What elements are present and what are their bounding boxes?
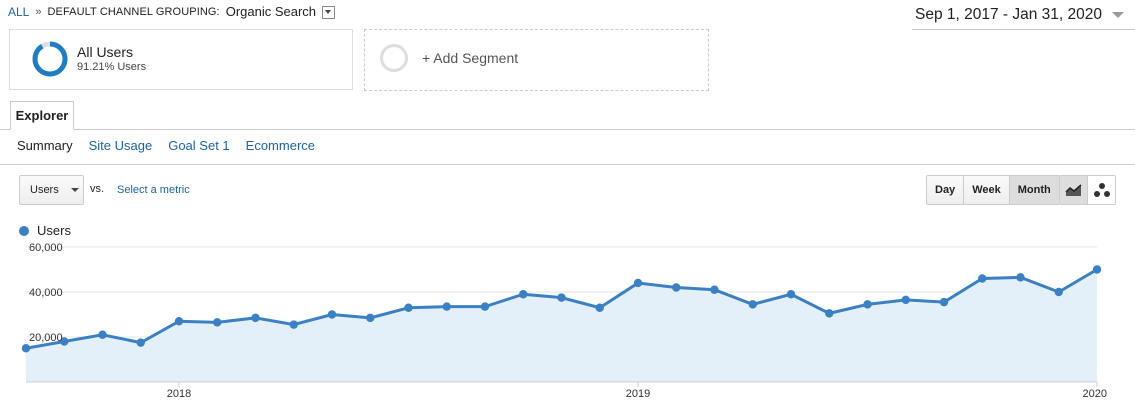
breadcrumb: ALL » DEFAULT CHANNEL GROUPING: Organic … — [8, 4, 336, 19]
data-point — [136, 338, 145, 347]
data-point — [251, 313, 260, 323]
chart-view-group — [1059, 175, 1116, 205]
select-metric-link[interactable]: Select a metric — [117, 184, 190, 196]
y-tick-label: 60,000 — [29, 242, 63, 254]
data-point — [786, 290, 796, 299]
tab-bar-divider — [0, 129, 1135, 130]
chevron-down-icon — [70, 188, 79, 192]
x-tick-label: 2020 — [1083, 388, 1107, 400]
data-point — [863, 300, 872, 309]
data-point — [213, 318, 222, 327]
users-line-chart: 20,000 40,000 60,000 2018 2019 2020 — [21, 242, 1107, 400]
segment-donut-icon — [32, 41, 68, 77]
time-granularity-group: Day Week Month — [926, 175, 1060, 205]
data-point — [633, 278, 643, 288]
data-point — [825, 309, 834, 318]
add-segment-button[interactable]: + Add Segment — [364, 29, 709, 91]
metric-select-value: Users — [30, 184, 59, 196]
subtab-divider — [0, 164, 1135, 165]
subtabs: Summary Site Usage Goal Set 1 Ecommerce — [17, 138, 315, 153]
data-point — [595, 303, 604, 312]
data-point — [289, 320, 298, 329]
data-point — [710, 285, 719, 294]
data-point — [978, 274, 987, 283]
data-point — [327, 310, 337, 319]
data-point — [519, 290, 528, 299]
data-point — [366, 313, 375, 323]
tab-explorer[interactable]: Explorer — [10, 101, 74, 130]
data-point — [442, 302, 451, 311]
data-point — [174, 317, 184, 326]
data-point — [748, 300, 757, 309]
data-point — [60, 337, 69, 346]
legend-label: Users — [37, 223, 71, 238]
segment-all-users[interactable]: All Users 91.21% Users — [9, 29, 353, 90]
data-point — [480, 302, 490, 311]
subtab-goal-set-1[interactable]: Goal Set 1 — [168, 138, 230, 153]
subtab-site-usage[interactable]: Site Usage — [88, 138, 153, 153]
series-area — [26, 269, 1097, 382]
data-point — [901, 295, 910, 305]
data-point — [939, 297, 949, 307]
motion-chart-icon[interactable] — [1088, 176, 1115, 204]
subtab-summary[interactable]: Summary — [17, 138, 73, 153]
breadcrumb-dimension: DEFAULT CHANNEL GROUPING: — [47, 5, 220, 18]
data-point — [21, 344, 31, 353]
add-segment-label: + Add Segment — [422, 50, 519, 66]
data-point — [98, 330, 107, 339]
x-tick-label: 2019 — [626, 388, 650, 400]
breadcrumb-separator: » — [35, 5, 42, 18]
subtab-ecommerce[interactable]: Ecommerce — [245, 138, 316, 153]
breadcrumb-all-link[interactable]: ALL — [8, 4, 30, 19]
data-point — [672, 283, 681, 292]
metric-select[interactable]: Users — [19, 175, 84, 205]
data-point — [1092, 265, 1102, 274]
chevron-down-icon — [1112, 11, 1125, 18]
data-point — [1054, 287, 1063, 297]
chevron-down-icon[interactable] — [322, 6, 336, 19]
vs-label: vs. — [90, 183, 105, 195]
x-tick-label: 2018 — [167, 388, 191, 400]
data-point — [557, 293, 566, 302]
chart-legend: Users — [19, 223, 71, 238]
breadcrumb-value: Organic Search — [225, 4, 317, 19]
data-point — [1016, 273, 1025, 282]
month-button[interactable]: Month — [1008, 176, 1059, 204]
line-chart-icon[interactable] — [1060, 176, 1088, 204]
legend-dot-icon — [19, 225, 29, 236]
week-button[interactable]: Week — [963, 176, 1009, 204]
add-segment-ring-icon — [380, 44, 408, 72]
segment-name: All Users — [77, 44, 134, 60]
date-range-picker[interactable]: Sep 1, 2017 - Jan 31, 2020 — [912, 0, 1135, 30]
date-range-text: Sep 1, 2017 - Jan 31, 2020 — [915, 5, 1103, 23]
segment-percent: 91.21% Users — [77, 61, 147, 73]
y-tick-label: 20,000 — [29, 332, 63, 344]
y-tick-label: 40,000 — [29, 287, 63, 299]
day-button[interactable]: Day — [927, 176, 964, 204]
data-point — [404, 303, 413, 312]
